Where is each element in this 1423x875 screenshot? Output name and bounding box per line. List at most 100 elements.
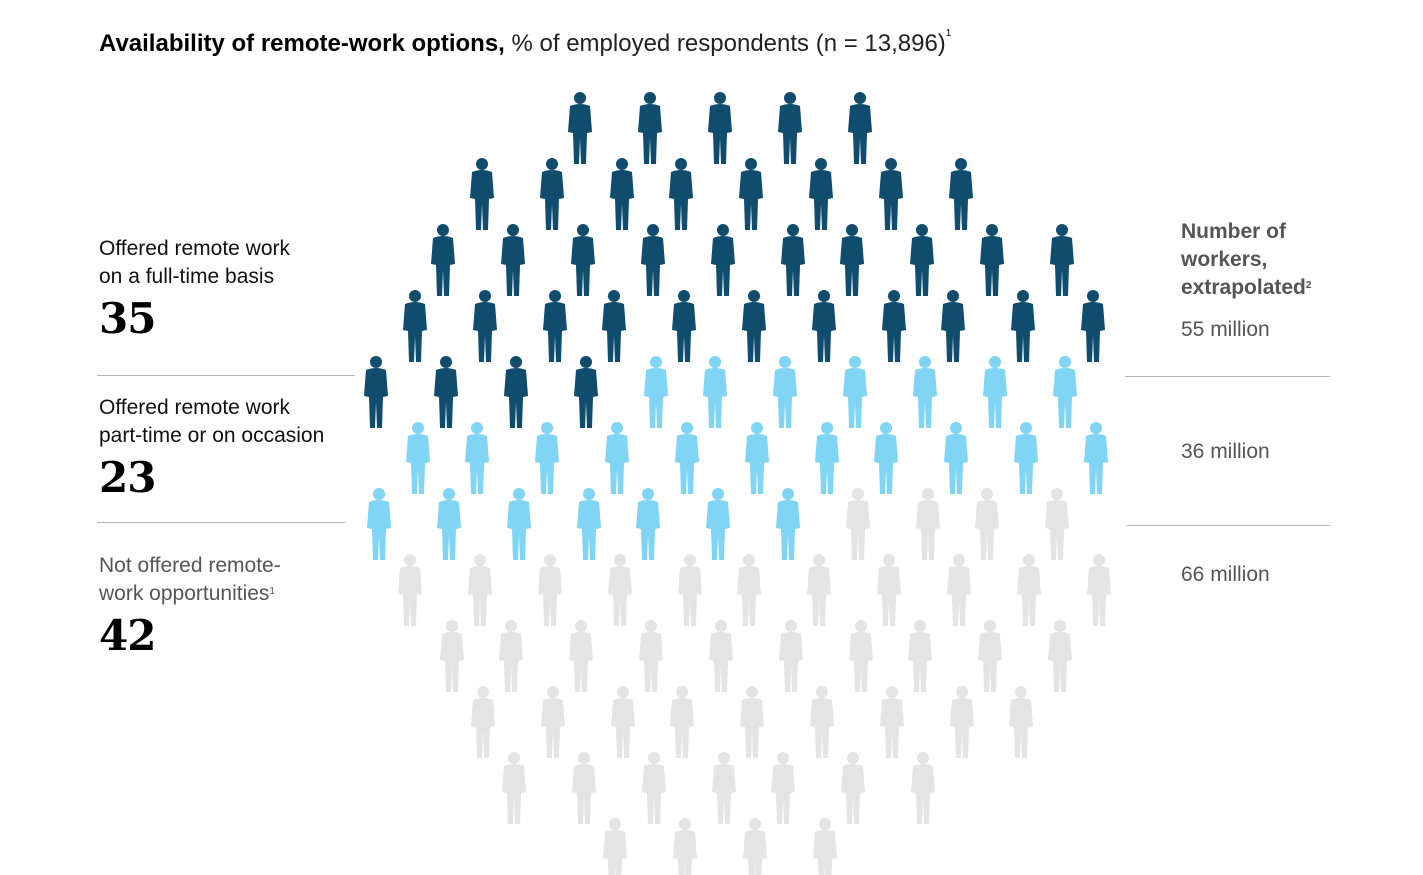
person-icon <box>636 488 660 560</box>
person-icon <box>771 752 795 824</box>
person-icon <box>949 158 973 230</box>
person-icon <box>673 818 697 875</box>
person-icon <box>470 158 494 230</box>
person-icon <box>440 620 464 692</box>
divider <box>97 522 345 523</box>
person-icon <box>403 290 427 362</box>
person-icon <box>473 290 497 362</box>
person-icon <box>471 686 495 758</box>
person-icon <box>877 554 901 626</box>
person-icon <box>571 224 595 296</box>
person-icon <box>773 356 797 428</box>
person-icon <box>437 488 461 560</box>
person-icon <box>910 224 934 296</box>
person-icon <box>978 620 1002 692</box>
person-icon <box>916 488 940 560</box>
person-icon <box>678 554 702 626</box>
person-icon <box>980 224 1004 296</box>
person-icon <box>711 224 735 296</box>
person-icon <box>848 92 872 164</box>
category-footnote: 1 <box>269 586 275 597</box>
person-icon <box>846 488 870 560</box>
workers-part-time: 36 million <box>1181 440 1270 463</box>
person-icon <box>739 158 763 230</box>
chart-title-bold: Availability of remote-work options, <box>99 30 505 57</box>
person-icon <box>669 158 693 230</box>
person-icon <box>779 620 803 692</box>
divider <box>1127 525 1330 526</box>
person-icon <box>975 488 999 560</box>
person-icon <box>776 488 800 560</box>
category-label-line1: Offered remote work <box>99 237 291 260</box>
person-icon <box>807 554 831 626</box>
person-icon <box>603 818 627 875</box>
person-icon <box>1017 554 1041 626</box>
person-icon <box>706 488 730 560</box>
person-icon <box>815 422 839 494</box>
person-icon <box>1084 422 1108 494</box>
person-icon <box>574 356 598 428</box>
person-icon <box>1011 290 1035 362</box>
category-label: Offered remote work on a full-time basis <box>99 235 359 291</box>
category-label: Not offered remote- work opportunities1 <box>99 552 359 608</box>
person-icon <box>703 356 727 428</box>
person-icon <box>737 554 761 626</box>
person-icon <box>535 422 559 494</box>
person-icon <box>778 92 802 164</box>
person-icon <box>499 620 523 692</box>
category-part-time: Offered remote work part-time or on occa… <box>99 394 359 502</box>
divider <box>97 375 355 376</box>
person-icon <box>1050 224 1074 296</box>
workers-not-offered: 66 million <box>1181 563 1270 586</box>
person-icon <box>568 92 592 164</box>
person-icon <box>670 686 694 758</box>
person-icon <box>879 158 903 230</box>
person-icon <box>709 620 733 692</box>
person-icon <box>367 488 391 560</box>
person-icon <box>1053 356 1077 428</box>
person-icon <box>810 686 834 758</box>
person-icon <box>908 620 932 692</box>
person-icon <box>911 752 935 824</box>
person-icon <box>983 356 1007 428</box>
person-icon <box>577 488 601 560</box>
person-icon <box>468 554 492 626</box>
person-icon <box>1045 488 1069 560</box>
person-icon <box>843 356 867 428</box>
workers-header-line3: extrapolated <box>1181 276 1306 299</box>
person-icon <box>642 752 666 824</box>
person-icon <box>745 422 769 494</box>
person-icon <box>712 752 736 824</box>
person-icon <box>602 290 626 362</box>
person-icon <box>507 488 531 560</box>
workers-header-line2: workers, <box>1181 248 1268 271</box>
person-icon <box>841 752 865 824</box>
category-label: Offered remote work part-time or on occa… <box>99 394 359 450</box>
person-icon <box>639 620 663 692</box>
person-icon <box>638 92 662 164</box>
category-label-line2: part-time or on occasion <box>99 424 325 447</box>
person-icon <box>812 290 836 362</box>
person-icon <box>708 92 732 164</box>
person-icon <box>406 422 430 494</box>
person-icon <box>501 224 525 296</box>
person-icon <box>950 686 974 758</box>
workers-header-line1: Number of <box>1181 220 1286 243</box>
person-icon <box>465 422 489 494</box>
person-icon <box>611 686 635 758</box>
person-icon <box>569 620 593 692</box>
category-full-time: Offered remote work on a full-time basis… <box>99 235 359 343</box>
person-icon <box>605 422 629 494</box>
person-icon <box>944 422 968 494</box>
person-icon <box>502 752 526 824</box>
person-icon <box>504 356 528 428</box>
person-icon <box>1087 554 1111 626</box>
person-icon <box>610 158 634 230</box>
person-icon <box>874 422 898 494</box>
workers-full-time: 55 million <box>1181 318 1270 341</box>
person-icon <box>813 818 837 875</box>
workers-header-footnote: 2 <box>1305 280 1312 291</box>
person-icon <box>880 686 904 758</box>
divider <box>1125 376 1330 377</box>
